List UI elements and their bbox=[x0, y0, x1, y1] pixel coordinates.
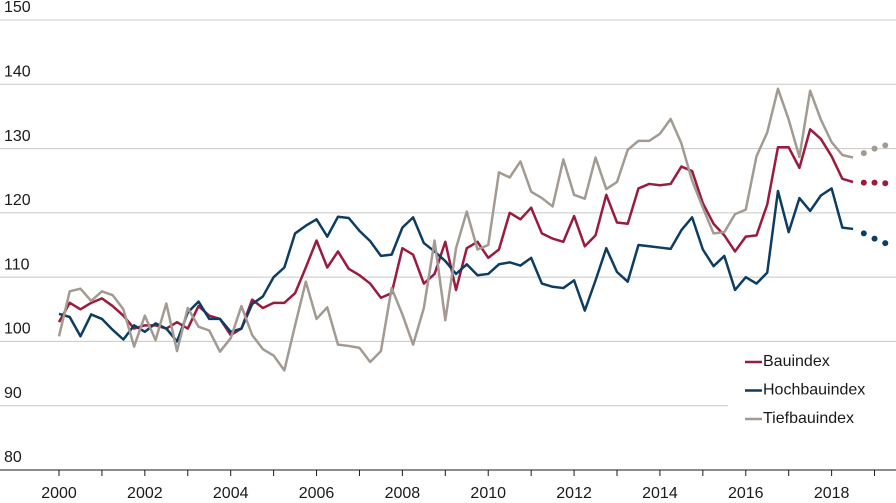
y-tick-label: 110 bbox=[4, 256, 30, 273]
legend-label: Hochbauindex bbox=[763, 382, 865, 399]
x-tick-label: 2014 bbox=[642, 485, 678, 502]
x-tick-label: 2016 bbox=[728, 485, 764, 502]
forecast-point bbox=[860, 179, 867, 186]
forecast-point bbox=[860, 150, 867, 157]
x-tick-label: 2012 bbox=[556, 485, 592, 502]
series-line bbox=[58, 187, 854, 343]
forecast-point bbox=[882, 142, 889, 149]
forecast-point bbox=[871, 179, 878, 186]
x-tick-label: 2004 bbox=[213, 485, 249, 502]
y-tick-label: 130 bbox=[4, 128, 31, 145]
forecast-point bbox=[871, 145, 878, 152]
x-tick-label: 2006 bbox=[299, 485, 335, 502]
x-tick-label: 2002 bbox=[127, 485, 163, 502]
y-tick-label: 90 bbox=[4, 385, 22, 402]
forecast-point bbox=[871, 235, 878, 242]
y-tick-label: 120 bbox=[4, 192, 31, 209]
legend-label: Tiefbauindex bbox=[763, 410, 854, 427]
y-tick-label: 140 bbox=[4, 64, 31, 81]
x-tick-label: 2008 bbox=[385, 485, 421, 502]
series-line bbox=[57, 87, 854, 372]
y-tick-label: 100 bbox=[4, 321, 31, 338]
legend-label: Bauindex bbox=[763, 353, 830, 370]
forecast-point bbox=[882, 240, 889, 247]
series-line bbox=[57, 128, 854, 337]
forecast-point bbox=[860, 230, 867, 237]
x-tick-label: 2000 bbox=[41, 485, 77, 502]
forecast-point bbox=[882, 180, 889, 187]
legend: Bauindex Hochbauindex Tiefbauindex bbox=[728, 343, 896, 453]
x-tick-label: 2010 bbox=[470, 485, 506, 502]
y-tick-label: 150 bbox=[4, 0, 31, 16]
x-tick-label: 2018 bbox=[814, 485, 850, 502]
y-tick-label: 80 bbox=[4, 449, 22, 466]
